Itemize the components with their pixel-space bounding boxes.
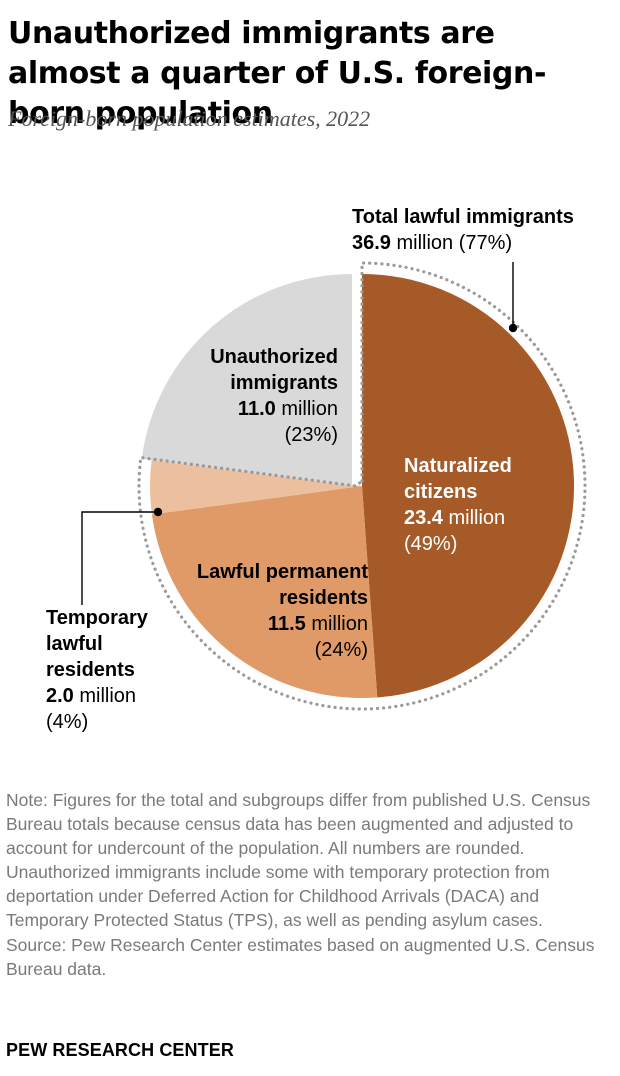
label-unauthorized-value: 11.0 — [237, 398, 276, 420]
label-total-lawful: Total lawful immigrants 36.9 million (77… — [352, 204, 574, 256]
label-temporary-unit: million — [79, 685, 137, 707]
leader-line-temporary — [81, 511, 158, 605]
label-naturalized-name1: Naturalized — [404, 455, 512, 477]
label-temporary-name3: residents — [46, 659, 135, 681]
label-unauthorized-pct: (23%) — [284, 424, 338, 446]
label-total-lawful-name: Total lawful immigrants — [352, 206, 574, 228]
label-lpr-name2: residents — [279, 587, 368, 609]
note-text: Note: Figures for the total and subgroup… — [6, 790, 591, 931]
pie-chart — [81, 261, 587, 711]
label-lpr-value: 11.5 — [267, 613, 306, 635]
label-unauthorized: Unauthorized immigrants 11.0 million (23… — [178, 344, 338, 448]
leader-dot-temporary — [153, 507, 163, 517]
label-lpr-name1: Lawful permanent — [196, 561, 368, 583]
chart-subtitle: Foreign-born population estimates, 2022 — [8, 106, 371, 131]
brand-logo-text: PEW RESEARCH CENTER — [6, 1040, 234, 1060]
label-naturalized-unit: million — [448, 507, 506, 529]
label-temporary-pct: (4%) — [46, 711, 89, 733]
label-naturalized-name2: citizens — [404, 481, 478, 503]
label-unauthorized-name2: immigrants — [230, 372, 338, 394]
label-lpr-pct: (24%) — [314, 639, 368, 661]
pie-slice-lawful-permanent-residents — [151, 486, 378, 699]
label-total-lawful-unit: million — [396, 232, 454, 254]
chart-note: Note: Figures for the total and subgroup… — [6, 788, 612, 981]
label-lpr-unit: million — [311, 613, 368, 635]
label-temporary-name1: Temporary — [46, 607, 148, 629]
label-unauthorized-name1: Unauthorized — [210, 346, 338, 368]
source-text: Source: Pew Research Center estimates ba… — [6, 934, 595, 979]
chart-title: Unauthorized immigrants are almost a qua… — [8, 16, 547, 131]
label-temporary: Temporary lawful residents 2.0 million (… — [46, 605, 148, 735]
label-total-lawful-value: 36.9 — [352, 232, 391, 254]
label-total-lawful-pct: (77%) — [458, 232, 513, 254]
label-temporary-value: 2.0 — [46, 685, 74, 707]
label-unauthorized-unit: million — [281, 398, 338, 420]
label-naturalized-pct: (49%) — [404, 533, 458, 555]
leader-dot-total-lawful — [508, 323, 518, 333]
pie-slice-naturalized-citizens — [362, 274, 575, 698]
label-naturalized-value: 23.4 — [404, 507, 443, 529]
label-temporary-name2: lawful — [46, 633, 103, 655]
pie-slice-unauthorized-immigrants — [141, 274, 352, 486]
label-naturalized: Naturalized citizens 23.4 million (49%) — [404, 453, 512, 557]
pie-slice-temporary-lawful-residents — [149, 458, 362, 515]
label-lpr: Lawful permanent residents 11.5 million … — [160, 559, 368, 663]
